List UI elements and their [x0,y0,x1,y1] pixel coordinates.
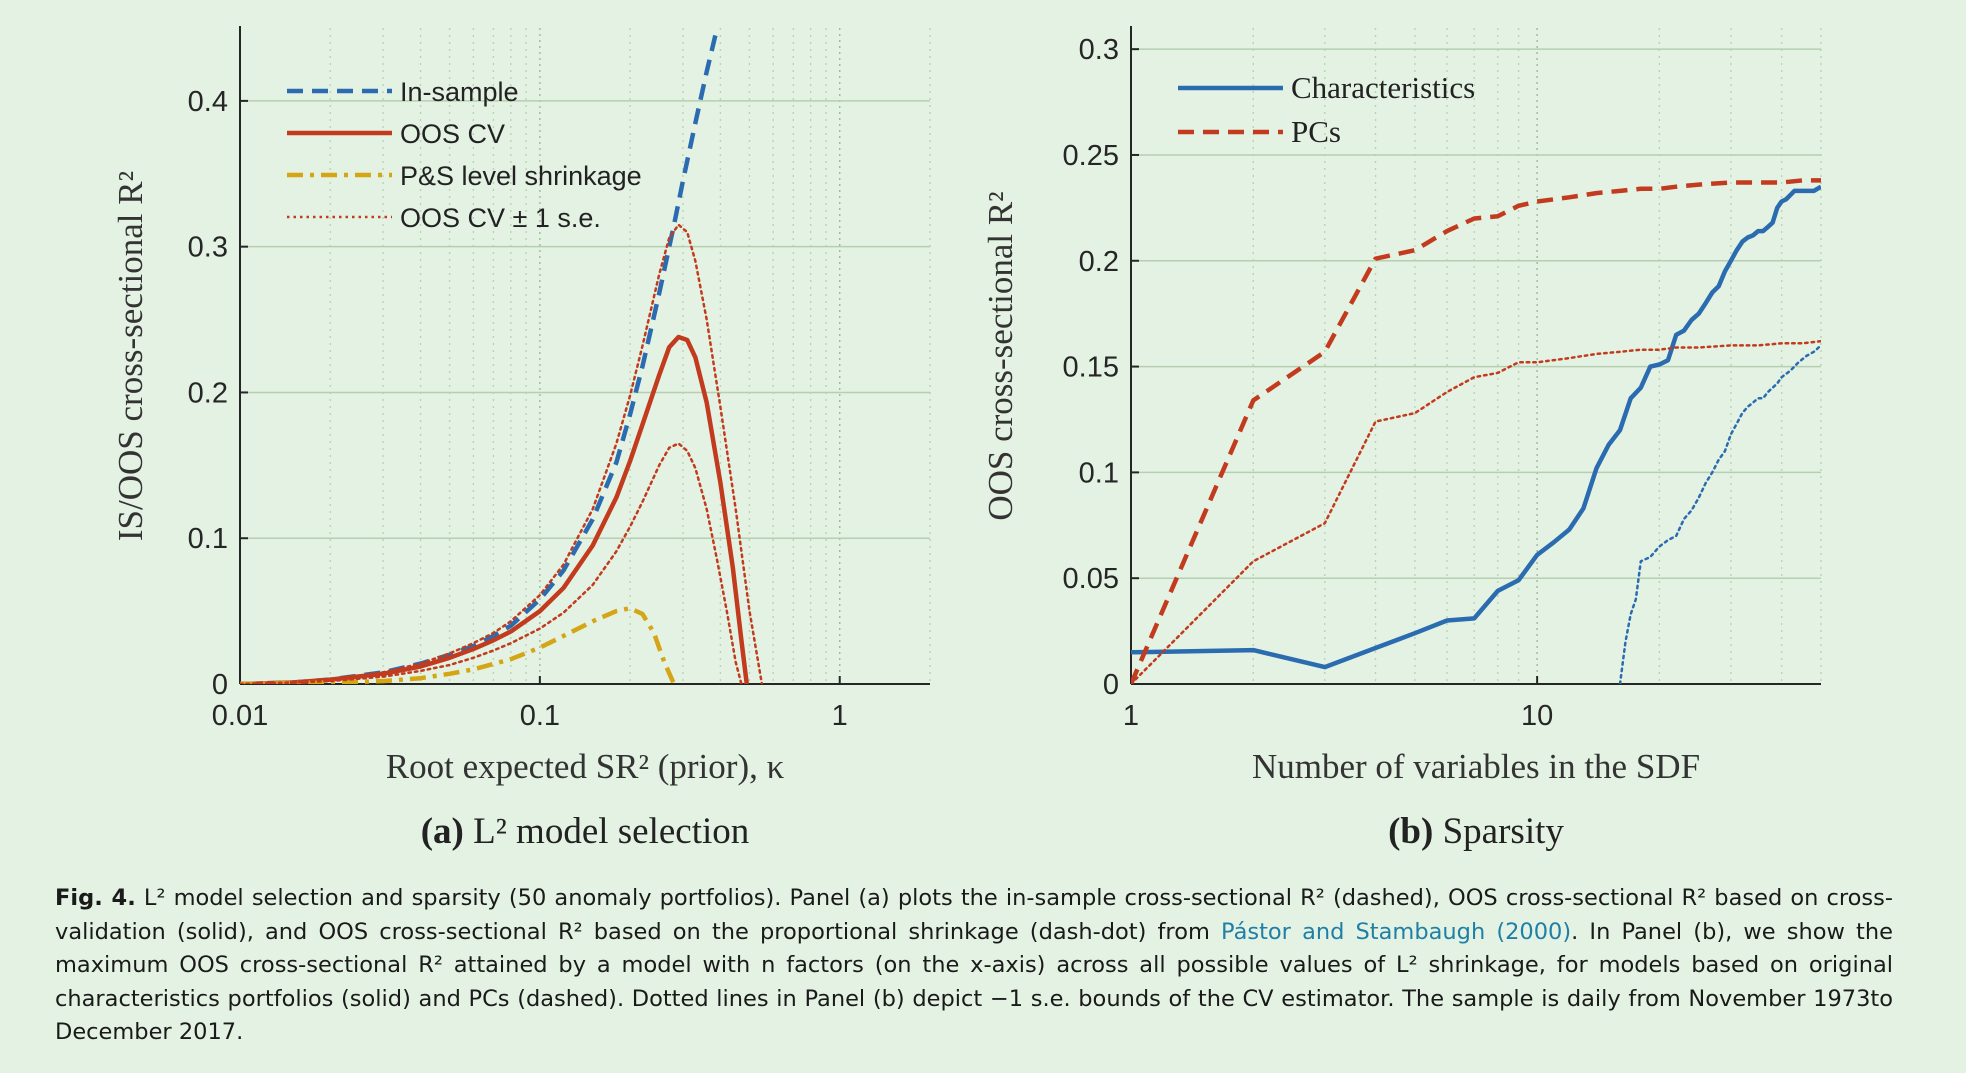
legend-label: OOS CV [400,119,505,149]
panel-b-y-tick-label: 0.1 [1079,457,1119,489]
panel-a-legend: In-sample OOS CV P&S level shrinkage OOS CV… [287,77,642,233]
legend-label: PCs [1291,114,1341,149]
panel-a-y-tick-label: 0.1 [188,523,228,555]
panel-a-x-tick-label: 0.01 [212,700,268,732]
panel-b-title: (b) Sparsity [1388,811,1564,852]
panel-b-series-group [1131,178,1821,684]
caption-text-a: L² model selection and sparsity (50 anom… [55,885,1893,945]
panel-a-label: (a) [421,811,473,852]
panel-b-x-tick-label: 1 [1123,700,1139,732]
legend-label: In-sample [400,77,519,107]
caption-citation-link[interactable]: Pástor and Stambaugh (2000) [1221,918,1572,945]
panel-a-y-tick-label: 0 [212,669,228,701]
panel-b-y-tick-label: 0.15 [1063,352,1119,384]
caption-text-b: . In Panel (b), we show the maximum OOS … [55,918,1893,1046]
panel-a-series-bound-4 [240,442,743,684]
legend-label: Characteristics [1291,70,1475,105]
panel-b-legend: Characteristics PCs [1178,70,1475,149]
panel-a-x-tick-label: 0.1 [520,700,560,732]
panel-a-x-tick-label: 1 [832,700,848,732]
panel-a-x-axis-label: Root expected SR² (prior), κ [386,747,785,786]
panel-b-y-tick-label: 0.05 [1063,563,1119,595]
caption-label: Fig. 4. [55,885,136,911]
panel-b-y-tick-label: 0.25 [1063,140,1119,172]
legend-label: OOS CV ± 1 s.e. [400,203,601,233]
panel-b-label: (b) [1388,811,1442,852]
panel-b-chart: 0 0.05 0.1 0.15 0.2 0.25 0.3 1 10 Number of varia… [981,26,1822,852]
panel-a-y-tick-label: 0.4 [188,86,228,118]
panel-a-y-tick-label: 0.3 [188,232,228,264]
panel-b-x-tick-label: 10 [1521,700,1553,732]
panel-b-y-tick-label: 0.3 [1079,34,1119,66]
panel-a-y-axis-label: IS/OOS cross-sectional R² [111,171,150,541]
panel-a-series-group [240,28,764,684]
panel-a-series-oos-cv-1-s-e [240,223,764,684]
panel-a-title: (a) L² model selection [421,811,750,852]
panel-a-y-tick-label: 0.2 [188,377,228,409]
figure: 0 0.1 0.2 0.3 0.4 0.01 0.1 1 Root expected SR² (… [111,26,1822,852]
panel-b-x-axis-label: Number of variables in the SDF [1252,747,1700,786]
panel-b-title-text: Sparsity [1443,811,1565,852]
panel-b-series-bound-3 [1618,344,1821,684]
panel-a-series-oos-cv [240,334,750,684]
panel-b-y-axis-label: OOS cross-sectional R² [981,191,1020,520]
panel-a-chart: 0 0.1 0.2 0.3 0.4 0.01 0.1 1 Root expected SR² (… [111,26,931,852]
panel-b-y-tick-label: 0.2 [1079,246,1119,278]
figure-caption: Fig. 4. L² model selection and sparsity … [55,882,1893,1050]
panel-a-title-text: L² model selection [473,811,749,852]
panel-a-series-p-s-level-shrinkage [240,605,677,684]
panel-b-y-tick-label: 0 [1103,669,1119,701]
panel-b-series-bound-2 [1131,339,1821,684]
panel-b-series-characteristics [1131,184,1821,670]
legend-label: P&S level shrinkage [400,161,642,191]
panel-b-series-pcs [1131,178,1821,684]
